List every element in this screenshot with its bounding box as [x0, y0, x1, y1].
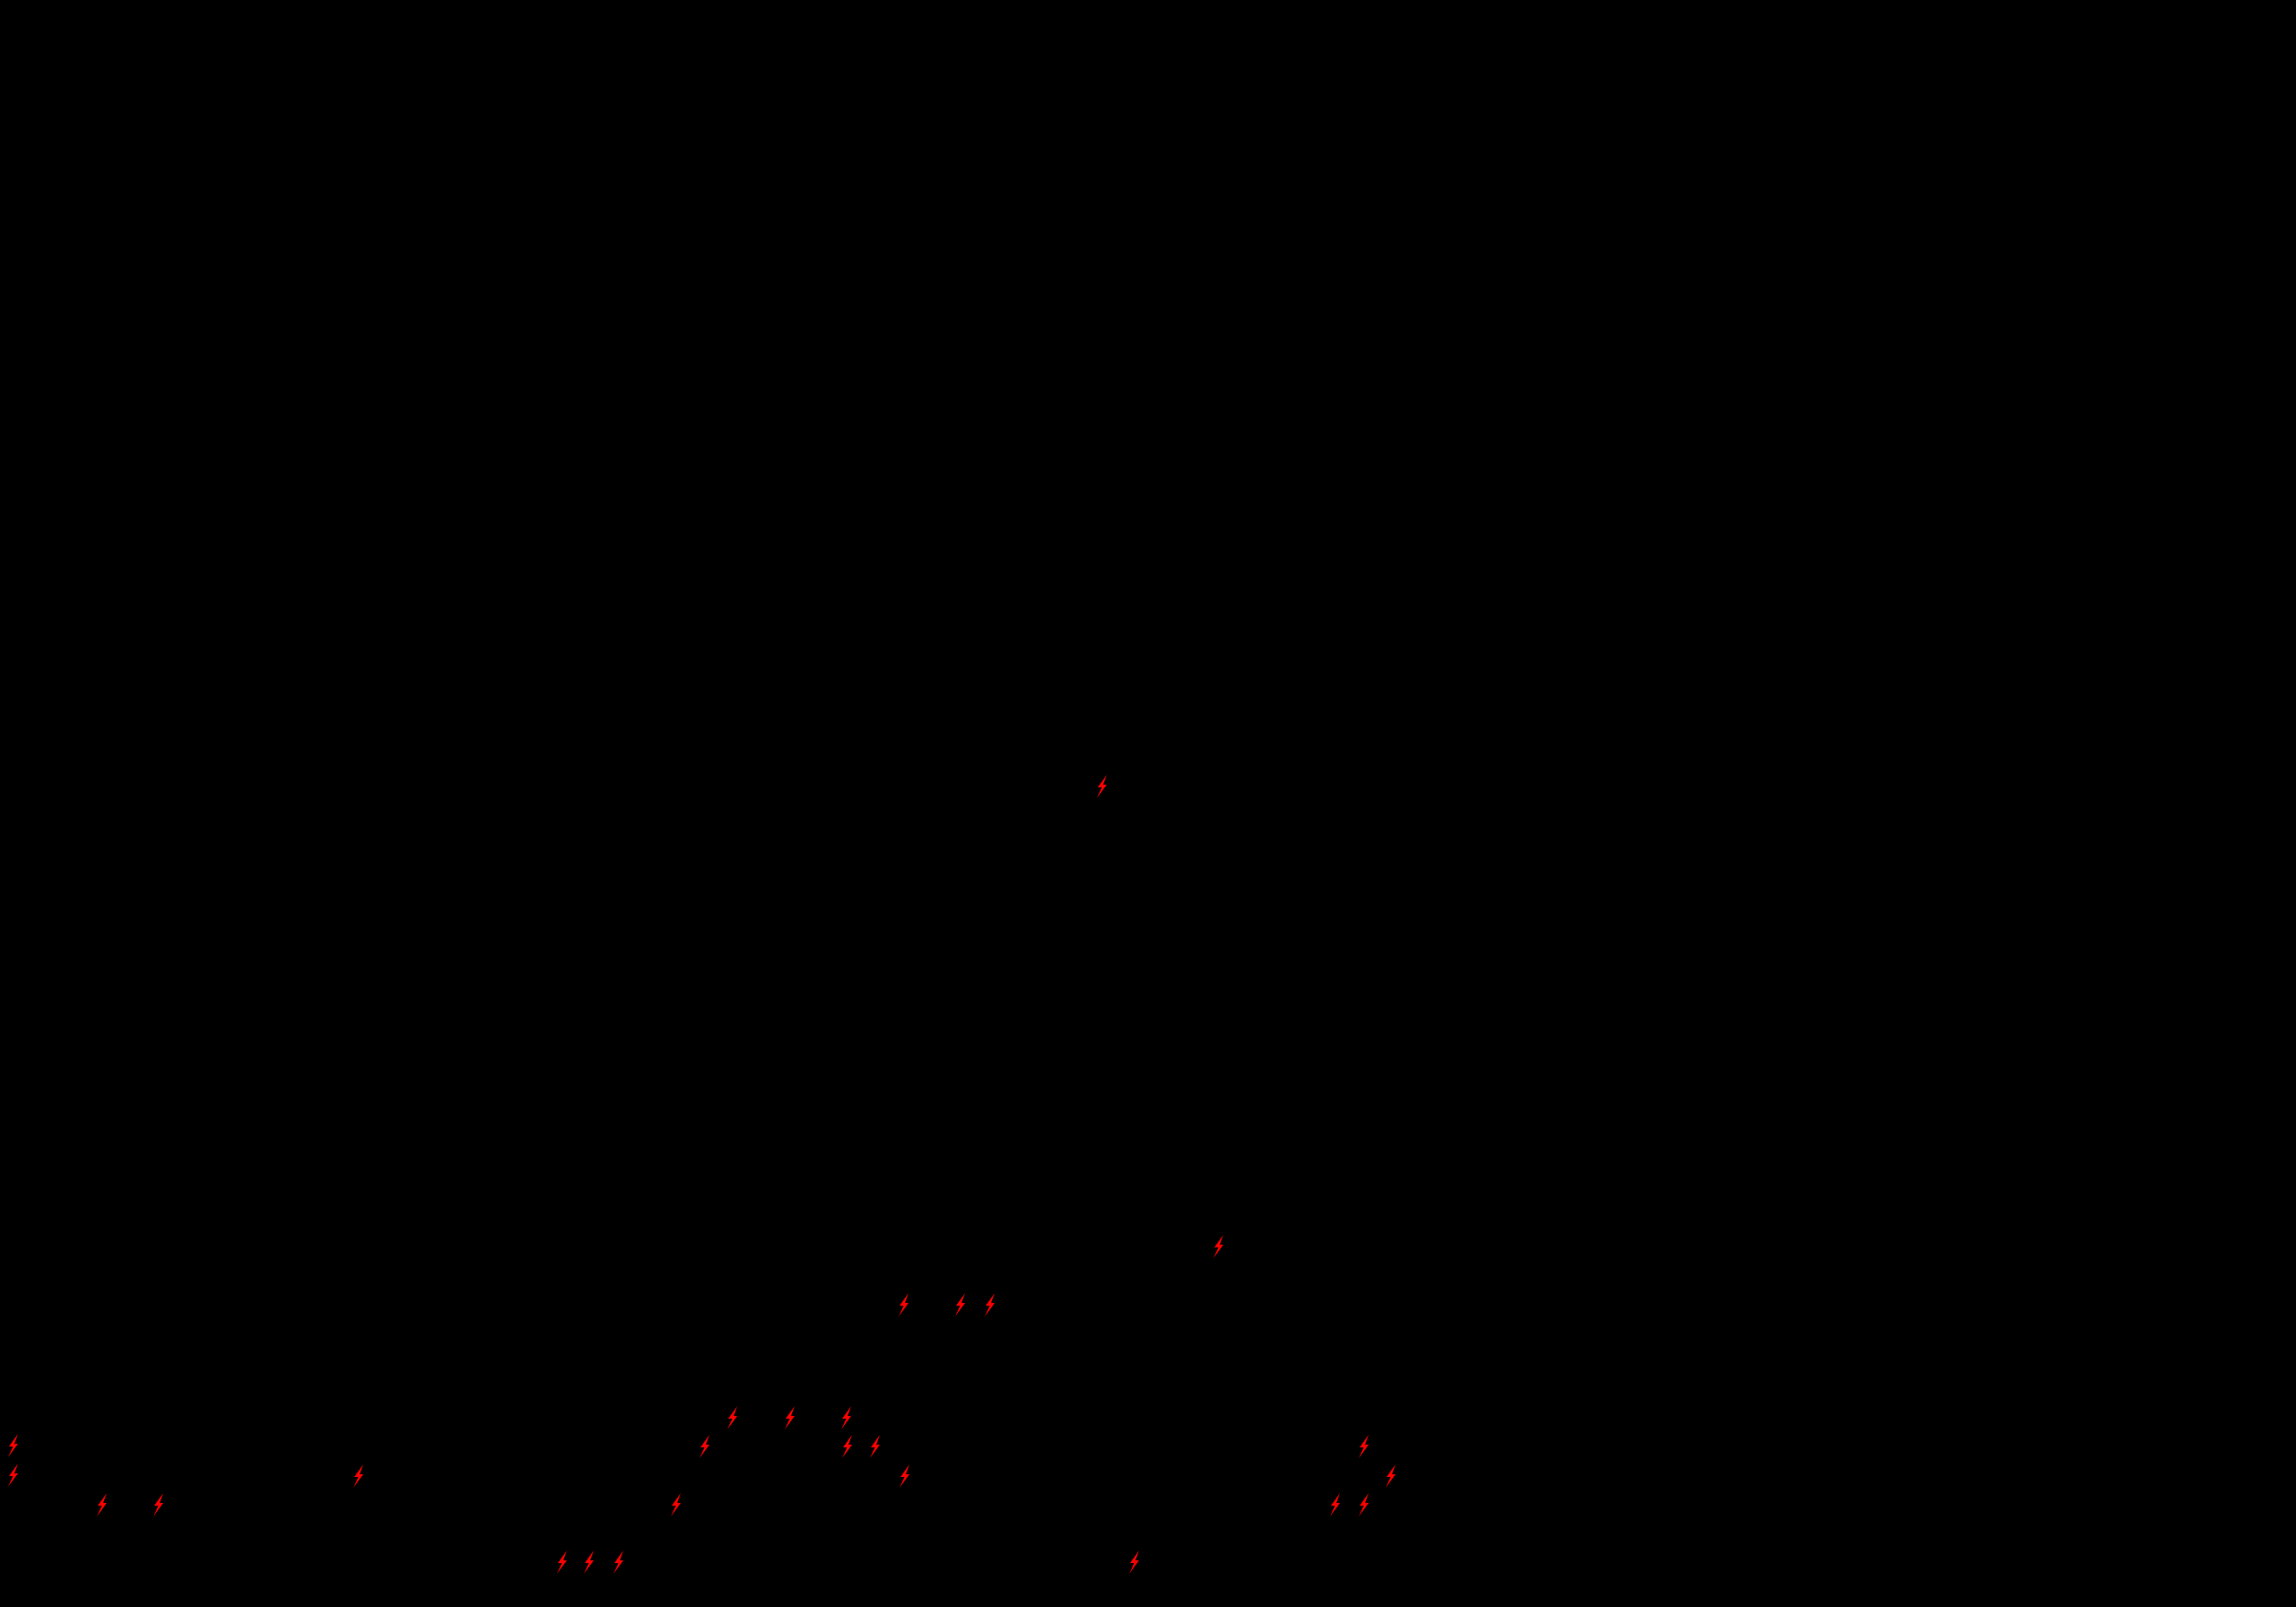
lightning-strike-icon[interactable]: [899, 1464, 911, 1488]
lightning-strike-icon[interactable]: [352, 1464, 365, 1488]
lightning-strike-icon[interactable]: [1358, 1435, 1370, 1458]
lightning-strike-icon[interactable]: [1213, 1235, 1225, 1258]
lightning-strike-icon[interactable]: [7, 1464, 20, 1487]
lightning-strike-icon[interactable]: [984, 1293, 996, 1316]
lightning-strike-icon[interactable]: [784, 1406, 796, 1429]
lightning-strike-icon[interactable]: [96, 1493, 109, 1516]
lightning-strike-icon[interactable]: [699, 1435, 711, 1458]
lightning-strike-icon[interactable]: [898, 1293, 910, 1316]
lightning-strike-icon[interactable]: [613, 1551, 625, 1574]
lightning-strike-icon[interactable]: [840, 1406, 853, 1429]
lightning-strike-icon[interactable]: [1358, 1493, 1370, 1516]
lightning-strike-icon[interactable]: [1128, 1551, 1141, 1574]
lightning-strike-icon[interactable]: [954, 1293, 967, 1316]
lightning-strike-icon[interactable]: [152, 1493, 165, 1516]
lightning-strike-icon[interactable]: [869, 1435, 882, 1458]
lightning-strike-icon[interactable]: [1329, 1493, 1342, 1516]
lightning-strike-icon[interactable]: [1385, 1464, 1397, 1488]
lightning-strike-icon[interactable]: [1096, 775, 1109, 798]
lightning-strike-icon[interactable]: [583, 1551, 596, 1574]
lightning-strike-icon[interactable]: [670, 1493, 683, 1516]
lightning-strike-icon[interactable]: [556, 1551, 569, 1574]
lightning-strike-icon[interactable]: [7, 1434, 20, 1457]
lightning-strike-icon[interactable]: [726, 1406, 739, 1429]
lightning-strike-icon[interactable]: [841, 1435, 854, 1458]
